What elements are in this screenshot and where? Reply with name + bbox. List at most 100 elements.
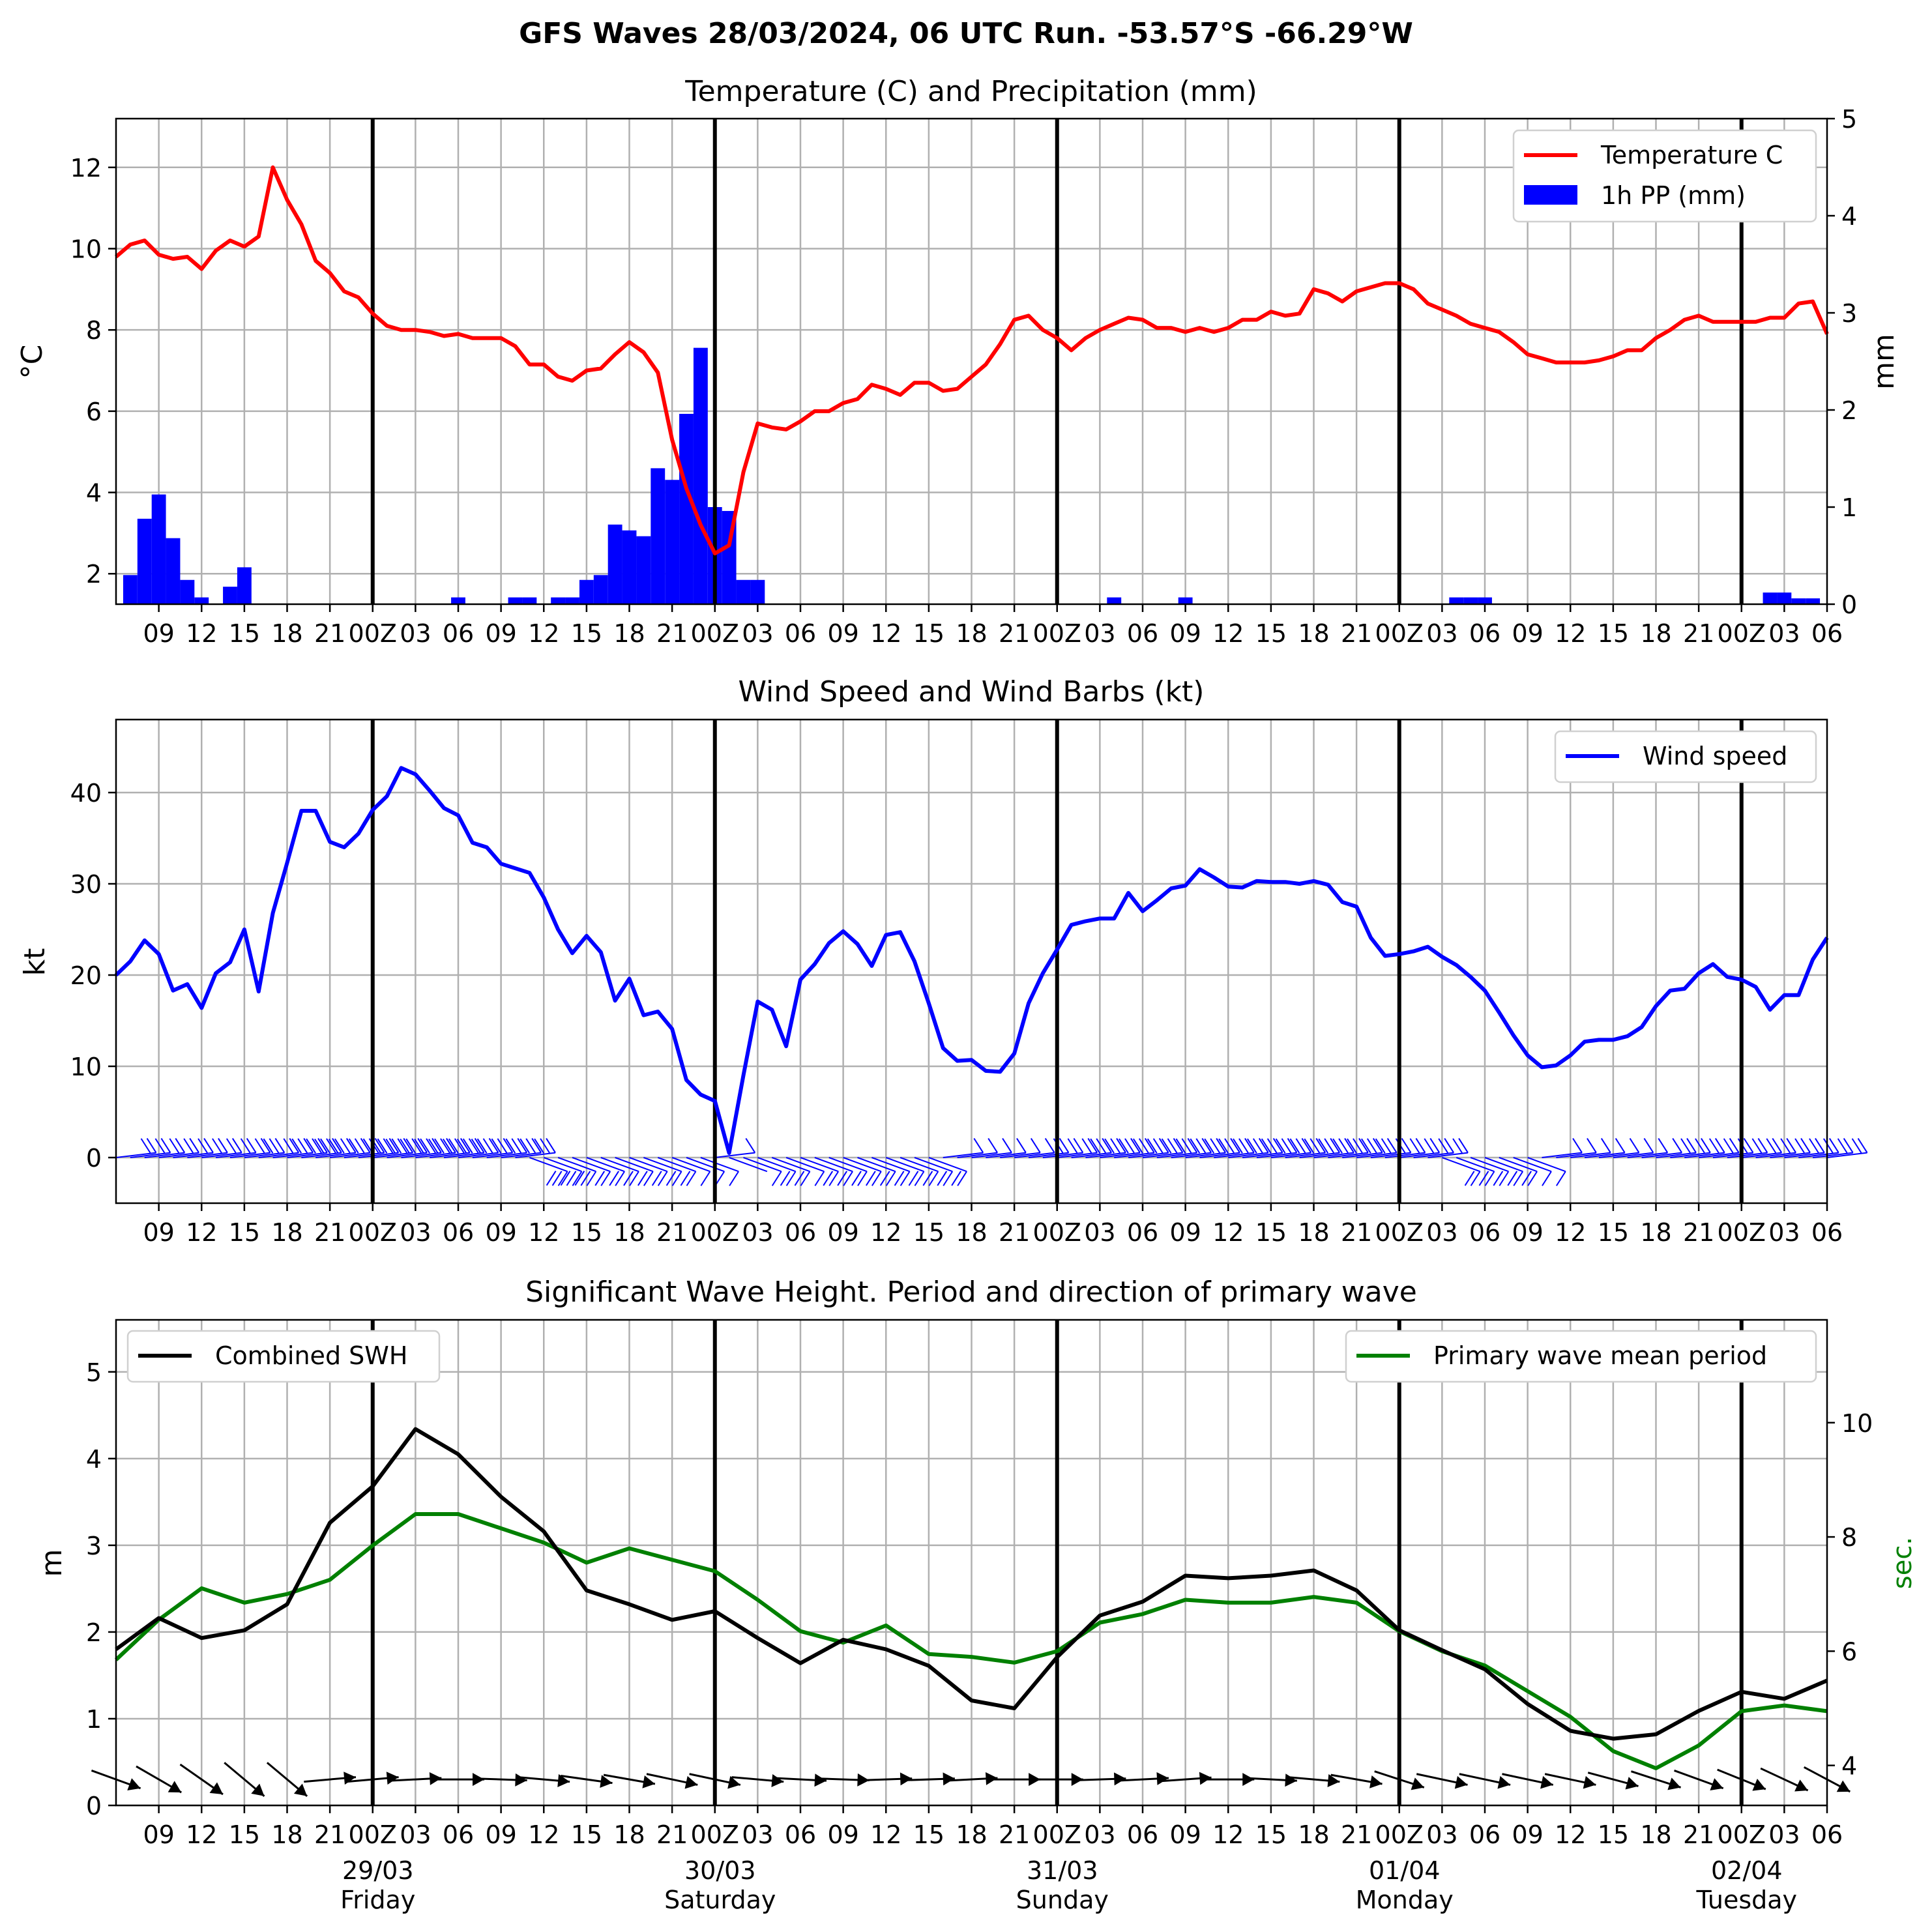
wind-barb-feather — [680, 1171, 691, 1186]
wind-barb-feather — [440, 1138, 450, 1154]
precip-bar — [551, 597, 566, 604]
wind-barb-feather — [1187, 1138, 1198, 1154]
wind-barb-feather — [623, 1171, 634, 1186]
x-tick-label: 09 — [1169, 619, 1201, 648]
swh-line — [115, 1427, 1828, 1741]
x-tick-label: 12 — [528, 1218, 559, 1247]
x-tick-label: 06 — [443, 1820, 474, 1849]
wind-barb-feather — [651, 1171, 662, 1186]
wind-barb-feather — [885, 1171, 896, 1186]
legend-period-label: Primary wave mean period — [1433, 1341, 1767, 1370]
wind-barb-feather — [420, 1138, 430, 1154]
x-tick-label: 06 — [785, 1820, 816, 1849]
x-tick-label: 21 — [1683, 1218, 1714, 1247]
x-tick-label: 06 — [1127, 1820, 1158, 1849]
x-tick-label: 18 — [1298, 619, 1329, 648]
arrow-head — [1794, 1779, 1808, 1792]
wind-barb-staff — [700, 1157, 739, 1173]
wind-barb-feather — [1794, 1138, 1805, 1154]
precip-bar — [237, 567, 252, 604]
wind-barb-feather — [1218, 1138, 1229, 1154]
wind-barb-feather — [1695, 1138, 1705, 1154]
wind-barb-staff — [671, 1157, 710, 1173]
precip-bar — [565, 597, 579, 604]
precip-bar — [1463, 597, 1478, 604]
wind-barb-feather — [263, 1138, 274, 1154]
wind-barb-feather — [629, 1171, 639, 1186]
wind-barb-feather — [1301, 1138, 1312, 1154]
day-name-label: Friday — [340, 1886, 415, 1914]
wind-barb-feather — [388, 1138, 400, 1154]
wind-barb-staff — [1185, 1152, 1226, 1158]
arrow-head — [251, 1783, 265, 1796]
wind-barb-staff — [615, 1157, 654, 1173]
wind-barb-staff — [1656, 1152, 1697, 1158]
wave-direction-arrow — [1760, 1767, 1809, 1792]
wind-barb-staff — [1826, 1152, 1867, 1158]
wind-barb-feather — [1507, 1171, 1518, 1186]
x-tick-label: 12 — [870, 1820, 901, 1849]
wind-barb-feather — [320, 1138, 330, 1154]
wind-barb-staff — [714, 1152, 755, 1158]
wind-barb-feather — [823, 1171, 834, 1186]
wind-barb-staff — [430, 1152, 470, 1158]
wind-barb-staff — [1100, 1152, 1141, 1158]
wind-barb-feather — [837, 1171, 847, 1186]
legend-box — [1345, 1330, 1817, 1383]
wind-barb-feather — [317, 1138, 328, 1154]
wind-barb-staff — [1028, 1152, 1069, 1158]
x-tick-label: 09 — [1169, 1218, 1201, 1247]
wind-barb-staff — [1313, 1152, 1354, 1158]
precip-bar — [123, 575, 138, 604]
wind-barb-feather — [1330, 1138, 1341, 1154]
wind-barb-feather — [729, 1171, 739, 1186]
x-tick-label: 06 — [1127, 619, 1158, 648]
wind-barb-feather — [546, 1138, 556, 1154]
day-name-label: Saturday — [664, 1886, 776, 1914]
arrow-head — [814, 1773, 827, 1787]
x-tick-label: 00Z — [349, 1820, 397, 1849]
x-tick-label: 15 — [571, 619, 602, 648]
wind-barb-feather — [434, 1138, 445, 1154]
x-tick-label: 12 — [1555, 1820, 1586, 1849]
wind-barb-feather — [1344, 1138, 1354, 1154]
wind-barb-feather — [1167, 1138, 1178, 1154]
wave-period-line — [114, 1512, 1828, 1770]
x-tick-label: 12 — [870, 619, 901, 648]
wind-barb-feather — [175, 1138, 186, 1154]
wind-barb-feather — [866, 1171, 876, 1186]
wind-barb-staff — [757, 1157, 796, 1173]
wind-barb-feather — [1458, 1138, 1469, 1154]
wind-barb-feather — [566, 1171, 577, 1186]
wind-barb-feather — [1386, 1138, 1398, 1154]
arrow-head — [1667, 1777, 1681, 1790]
wind-barb-feather — [1499, 1171, 1510, 1186]
y-right-tick-label: 5 — [1841, 105, 1857, 134]
wind-barb-feather — [937, 1171, 948, 1186]
wind-barb-staff — [415, 1152, 456, 1158]
wind-barb-feather — [1016, 1138, 1027, 1154]
wind-barb-staff — [216, 1152, 256, 1158]
wave-direction-arrow — [1074, 1772, 1126, 1786]
wind-barb-staff — [344, 1152, 385, 1158]
x-tick-label: 12 — [186, 1218, 217, 1247]
wind-barb-feather — [314, 1138, 325, 1154]
wind-barb-staff — [1171, 1152, 1212, 1158]
precip-bar — [665, 480, 680, 604]
x-tick-label: 15 — [229, 619, 260, 648]
x-tick-label: 18 — [271, 1820, 302, 1849]
wind-barb-feather — [1310, 1138, 1321, 1154]
wind-barb-staff — [1413, 1152, 1454, 1158]
y-tick-label: 8 — [86, 316, 102, 345]
wind-barb-staff — [557, 1157, 596, 1173]
wind-barb-feather — [1152, 1138, 1164, 1154]
wind-barb-staff — [657, 1157, 696, 1173]
arrow-head — [1369, 1775, 1383, 1788]
wave-direction-arrow — [1416, 1773, 1468, 1789]
wind-barb-feather — [557, 1171, 568, 1186]
arrow-head — [515, 1773, 527, 1787]
x-tick-label: 15 — [571, 1820, 602, 1849]
x-tick-label: 00Z — [1033, 619, 1081, 648]
x-tick-label: 00Z — [1718, 619, 1766, 648]
